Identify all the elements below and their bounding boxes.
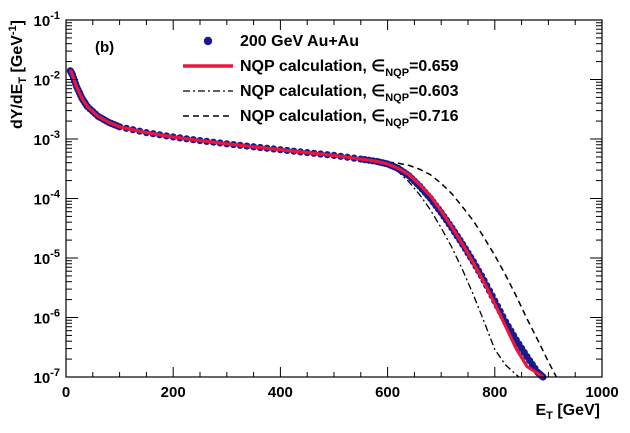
legend-label: NQP calculation, ∈NQP=0.603	[240, 83, 459, 104]
y-tick-label: 10-1	[34, 10, 60, 30]
plot-background	[66, 20, 602, 377]
series-line-0659	[68, 69, 544, 379]
x-axis-label: ET [GeV]	[535, 402, 600, 422]
y-tick-label: 10-6	[34, 308, 60, 328]
y-tick-label: 10-5	[34, 248, 60, 268]
legend-label: NQP calculation, ∈NQP=0.716	[240, 108, 459, 129]
y-tick-label: 10-3	[34, 129, 60, 149]
x-tick-label: 1000	[585, 384, 618, 401]
legend: 200 GeV Au+Au NQP calculation, ∈NQP=0.659…	[183, 33, 459, 129]
y-axis-label: dY/dET [GeV-1]	[7, 20, 29, 129]
x-tick-label: 0	[62, 384, 70, 401]
y-tick-label: 10-4	[34, 189, 61, 209]
x-ticks: 0 200 400 600 800 1000	[62, 20, 619, 401]
data-point	[520, 348, 528, 357]
legend-marker-points	[203, 36, 213, 46]
x-tick-label: 400	[268, 384, 293, 401]
series-layer	[66, 67, 558, 381]
legend-label: NQP calculation, ∈NQP=0.659	[240, 58, 459, 79]
y-ticks: 10-1 10-2 10-3 10-4 10-5 10-6 10-7	[34, 10, 602, 387]
panel-label: (b)	[95, 39, 114, 56]
legend-label: 200 GeV Au+Au	[240, 33, 359, 50]
x-tick-label: 800	[482, 384, 507, 401]
x-tick-label: 600	[375, 384, 400, 401]
y-tick-label: 10-2	[34, 70, 60, 90]
x-tick-label: 200	[161, 384, 186, 401]
y-tick-label: 10-7	[34, 367, 60, 387]
